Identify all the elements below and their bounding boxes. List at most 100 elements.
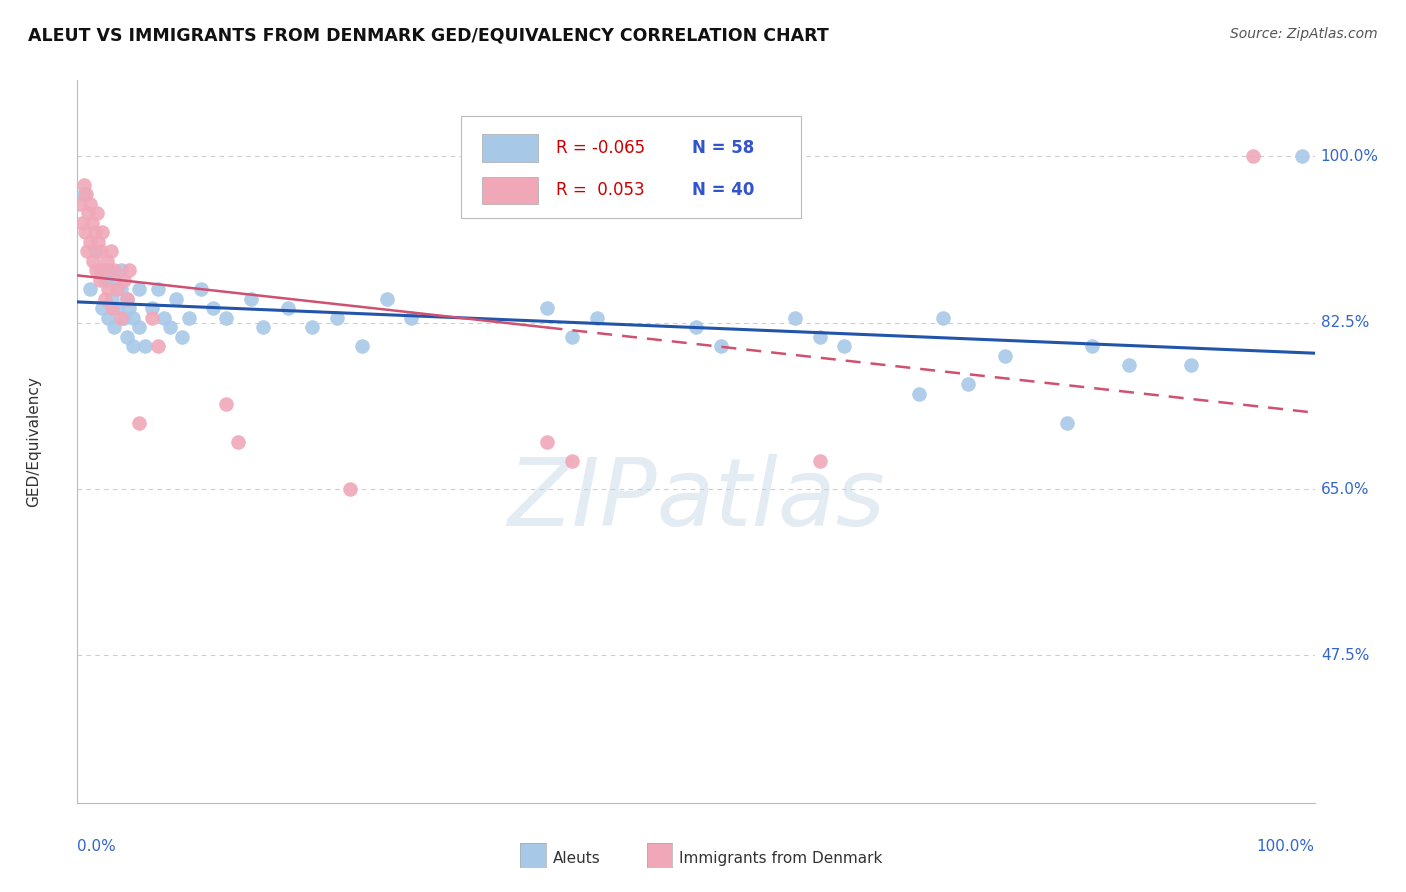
Point bbox=[96, 253, 118, 268]
Point bbox=[118, 263, 141, 277]
Point bbox=[100, 244, 122, 259]
Point bbox=[957, 377, 980, 392]
Point bbox=[110, 263, 132, 277]
Point bbox=[101, 292, 124, 306]
Point bbox=[112, 310, 135, 325]
Point bbox=[202, 301, 225, 316]
Point bbox=[172, 330, 194, 344]
Point bbox=[536, 301, 558, 316]
Point bbox=[89, 273, 111, 287]
Point bbox=[118, 301, 141, 316]
Point bbox=[87, 235, 110, 249]
Point bbox=[932, 310, 955, 325]
Text: 100.0%: 100.0% bbox=[1320, 149, 1379, 164]
Text: R =  0.053: R = 0.053 bbox=[557, 181, 645, 200]
Point bbox=[401, 310, 423, 325]
Point bbox=[103, 263, 125, 277]
Point bbox=[710, 339, 733, 353]
Point bbox=[105, 301, 128, 316]
Point bbox=[76, 244, 98, 259]
Text: N = 58: N = 58 bbox=[692, 139, 755, 157]
Point bbox=[141, 310, 163, 325]
Point bbox=[73, 226, 96, 240]
Point bbox=[91, 301, 114, 316]
Point bbox=[536, 434, 558, 449]
Point bbox=[907, 387, 929, 401]
Point bbox=[783, 310, 806, 325]
Point bbox=[1180, 359, 1202, 373]
Point bbox=[1241, 149, 1264, 163]
Point bbox=[115, 292, 138, 306]
Point bbox=[79, 282, 101, 296]
Point bbox=[159, 320, 181, 334]
Text: 100.0%: 100.0% bbox=[1257, 838, 1315, 854]
Point bbox=[97, 282, 120, 296]
Point bbox=[84, 244, 107, 259]
Point bbox=[190, 282, 212, 296]
Point bbox=[1118, 359, 1140, 373]
Text: Immigrants from Denmark: Immigrants from Denmark bbox=[679, 851, 883, 865]
Point bbox=[89, 263, 111, 277]
Point bbox=[90, 244, 112, 259]
Text: 47.5%: 47.5% bbox=[1320, 648, 1369, 663]
Point bbox=[72, 187, 94, 202]
Point bbox=[561, 453, 583, 467]
Point bbox=[177, 310, 200, 325]
Point bbox=[91, 263, 114, 277]
Text: GED/Equivalency: GED/Equivalency bbox=[27, 376, 42, 507]
Point bbox=[994, 349, 1017, 363]
Point bbox=[561, 330, 583, 344]
Point bbox=[97, 310, 120, 325]
Point bbox=[86, 206, 108, 220]
Point bbox=[834, 339, 856, 353]
Point bbox=[215, 396, 238, 410]
Point bbox=[69, 197, 91, 211]
Point bbox=[128, 282, 150, 296]
Point bbox=[146, 282, 169, 296]
Point bbox=[112, 273, 135, 287]
Point bbox=[101, 301, 124, 316]
Point bbox=[808, 330, 831, 344]
Point bbox=[110, 282, 132, 296]
Point bbox=[252, 320, 274, 334]
Point bbox=[93, 292, 115, 306]
Text: Source: ZipAtlas.com: Source: ZipAtlas.com bbox=[1230, 27, 1378, 41]
Point bbox=[103, 320, 125, 334]
Point bbox=[72, 216, 94, 230]
Point bbox=[115, 330, 138, 344]
Point bbox=[141, 301, 163, 316]
Point bbox=[93, 273, 115, 287]
Point bbox=[91, 226, 114, 240]
FancyBboxPatch shape bbox=[461, 117, 801, 218]
Point bbox=[72, 178, 94, 192]
Point bbox=[79, 197, 101, 211]
Point bbox=[97, 263, 120, 277]
Point bbox=[77, 206, 100, 220]
Point bbox=[153, 310, 176, 325]
Text: 82.5%: 82.5% bbox=[1320, 315, 1369, 330]
Text: R = -0.065: R = -0.065 bbox=[557, 139, 645, 157]
Point bbox=[1291, 149, 1313, 163]
Point bbox=[1081, 339, 1104, 353]
Point bbox=[122, 339, 145, 353]
Text: ZIPatlas: ZIPatlas bbox=[508, 454, 884, 545]
Point bbox=[239, 292, 262, 306]
Point bbox=[110, 310, 132, 325]
Point bbox=[75, 187, 97, 202]
Point bbox=[134, 339, 156, 353]
Point bbox=[115, 292, 138, 306]
Point bbox=[83, 226, 105, 240]
FancyBboxPatch shape bbox=[482, 177, 537, 204]
Point bbox=[105, 282, 128, 296]
Point bbox=[82, 216, 104, 230]
Point bbox=[350, 339, 373, 353]
Point bbox=[808, 453, 831, 467]
Point bbox=[165, 292, 187, 306]
Point bbox=[122, 310, 145, 325]
Point bbox=[301, 320, 323, 334]
FancyBboxPatch shape bbox=[482, 134, 537, 161]
Point bbox=[82, 253, 104, 268]
Text: Aleuts: Aleuts bbox=[553, 851, 600, 865]
Text: 65.0%: 65.0% bbox=[1320, 482, 1369, 497]
Point bbox=[226, 434, 249, 449]
